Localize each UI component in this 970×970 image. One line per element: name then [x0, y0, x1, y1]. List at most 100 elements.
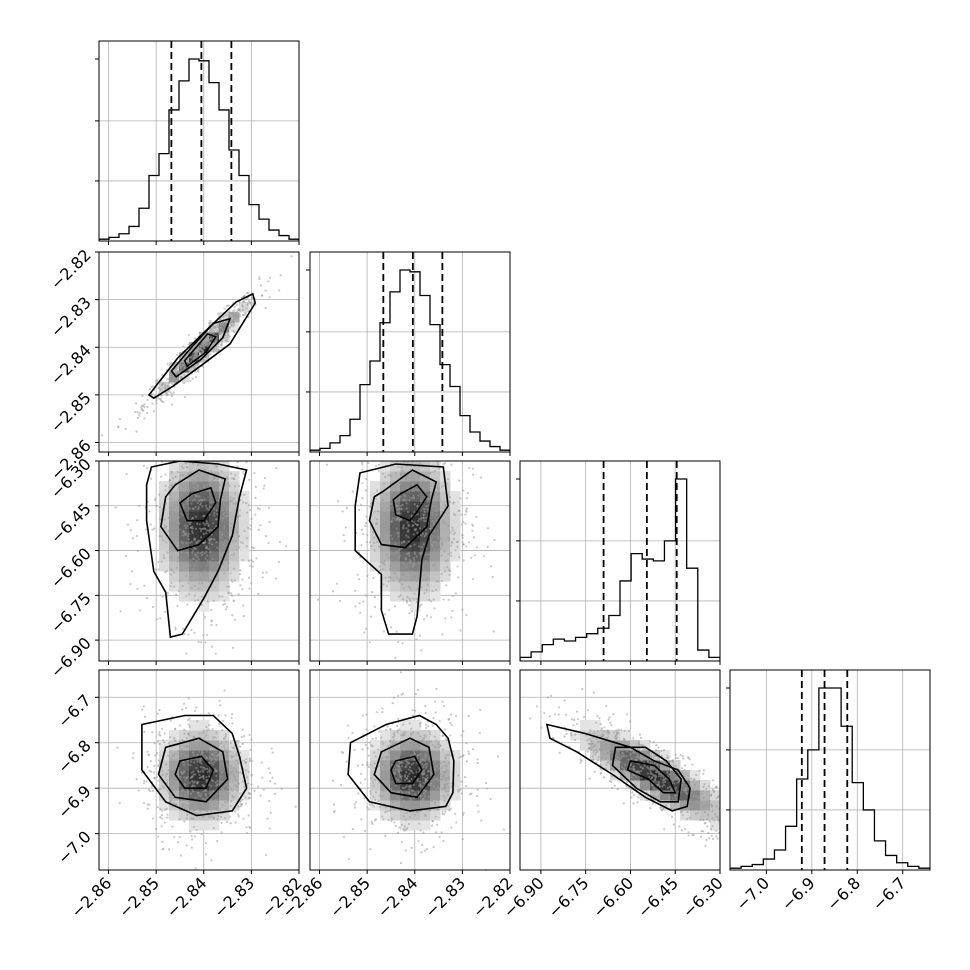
scatter-point [197, 478, 200, 482]
scatter-point [443, 728, 446, 731]
scatter-point [220, 331, 223, 334]
scatter-point [457, 509, 460, 513]
scatter-point [143, 584, 146, 587]
scatter-point [179, 448, 181, 450]
scatter-point [694, 783, 697, 787]
density-cell [400, 820, 411, 831]
scatter-point [650, 784, 654, 787]
scatter-point [393, 821, 396, 824]
scatter-point [418, 605, 421, 608]
scatter-point [160, 727, 164, 730]
scatter-point [239, 499, 242, 502]
scatter-point [186, 718, 190, 722]
density-cell [189, 740, 200, 751]
scatter-point [181, 542, 184, 545]
scatter-point [197, 558, 200, 561]
scatter-point [183, 524, 187, 527]
scatter-point [159, 388, 162, 391]
density-cell [420, 760, 431, 771]
scatter-point [452, 537, 456, 541]
scatter-point [621, 752, 624, 755]
scatter-point [361, 748, 364, 751]
scatter-point [680, 829, 683, 832]
scatter-point [374, 737, 378, 740]
scatter-point [557, 713, 560, 716]
scatter-point [737, 824, 739, 826]
scatter-point [154, 568, 157, 571]
scatter-point [340, 750, 344, 754]
scatter-point [230, 754, 233, 757]
scatter-point [582, 715, 586, 719]
density-cell [229, 491, 240, 502]
scatter-point [345, 760, 348, 763]
scatter-point [194, 867, 197, 870]
scatter-point [135, 777, 138, 781]
scatter-point [180, 512, 183, 515]
scatter-point [453, 513, 456, 516]
density-cell [400, 481, 411, 492]
density-cell [410, 770, 421, 781]
panel-2-1 [309, 449, 511, 665]
scatter-point [744, 836, 746, 838]
scatter-point [191, 780, 194, 783]
scatter-point [462, 754, 465, 757]
scatter-point [235, 539, 238, 543]
scatter-point [668, 785, 671, 789]
scatter-point [188, 725, 191, 728]
scatter-point [189, 559, 192, 562]
scatter-point [478, 731, 481, 734]
scatter-point [412, 556, 415, 560]
scatter-point [467, 752, 471, 755]
scatter-point [226, 767, 229, 770]
scatter-point [402, 749, 406, 752]
scatter-point [229, 804, 232, 808]
density-cell [159, 760, 170, 771]
scatter-point [593, 745, 596, 748]
scatter-point [393, 564, 396, 567]
scatter-point [250, 303, 253, 306]
scatter-point [444, 810, 447, 813]
density-cell [199, 501, 210, 512]
scatter-point [430, 600, 433, 603]
scatter-point [751, 832, 753, 834]
density-cell [440, 561, 451, 572]
scatter-point [679, 753, 682, 757]
scatter-point [383, 563, 386, 566]
scatter-point [385, 764, 389, 768]
scatter-point [199, 810, 202, 813]
density-cell [630, 750, 641, 761]
panel-frame [729, 669, 931, 871]
scatter-point [195, 766, 198, 770]
scatter-point [381, 498, 384, 501]
scatter-point [731, 806, 733, 808]
scatter-point [167, 377, 171, 380]
scatter-point [731, 797, 733, 799]
scatter-point [401, 805, 404, 808]
y-tick-label: −7.0 [54, 827, 95, 868]
x-tick-label: −6.60 [589, 873, 637, 921]
scatter-point [382, 780, 385, 783]
scatter-point [596, 715, 599, 718]
scatter-point [337, 500, 340, 503]
scatter-point [124, 554, 128, 558]
scatter-point [398, 449, 400, 451]
scatter-point [462, 730, 465, 733]
scatter-point [148, 510, 151, 513]
scatter-point [408, 765, 412, 769]
scatter-point [425, 764, 428, 768]
scatter-point [202, 478, 205, 481]
scatter-point [227, 333, 230, 337]
scatter-point [393, 755, 396, 759]
scatter-point [185, 574, 188, 578]
scatter-point [116, 746, 119, 749]
scatter-point [383, 559, 386, 563]
scatter-point [676, 781, 679, 784]
scatter-point [278, 289, 281, 292]
scatter-point [620, 729, 623, 732]
scatter-point [400, 466, 403, 469]
scatter-point [231, 320, 234, 323]
scatter-point [216, 839, 219, 843]
density-cell [620, 730, 631, 741]
density-cell [440, 531, 451, 542]
panel-3-2 [519, 669, 753, 874]
